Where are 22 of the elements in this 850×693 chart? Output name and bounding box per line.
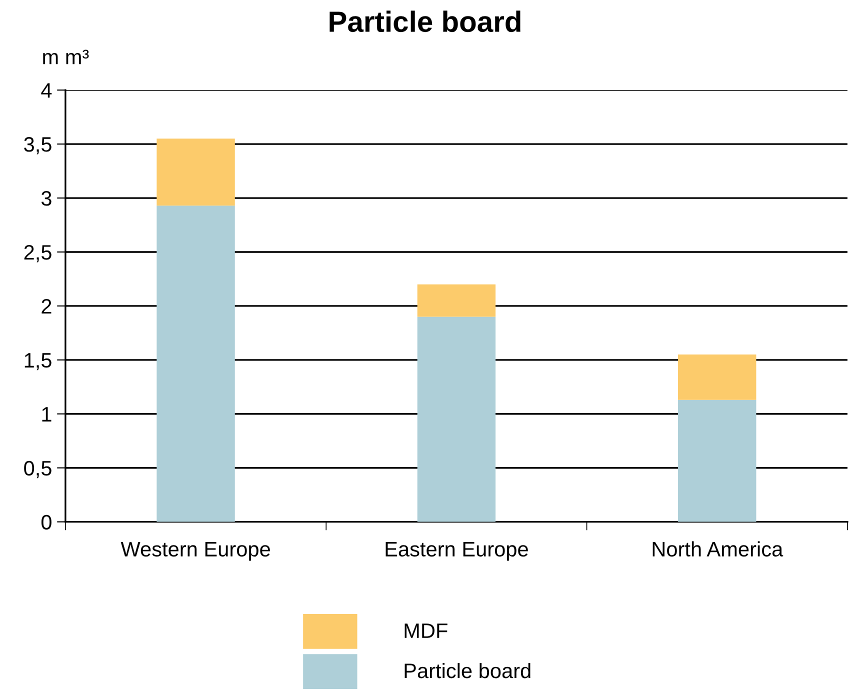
bar xyxy=(678,354,756,400)
x-tick-label: North America xyxy=(652,541,784,557)
bar xyxy=(156,138,235,206)
y-tick-label: 4 xyxy=(41,83,52,98)
y-tick-label: 0,5 xyxy=(24,460,52,478)
bar xyxy=(417,284,496,317)
y-tick-label: 2,5 xyxy=(24,244,52,262)
y-tick-label: 1,5 xyxy=(24,353,52,370)
bar xyxy=(678,400,756,522)
y-tick-label: 2 xyxy=(42,298,52,314)
legend-label: MDF xyxy=(404,624,448,638)
x-tick-label: Eastern Europe xyxy=(386,542,528,561)
chart-title: Particle board xyxy=(330,10,520,32)
legend-label: Particle board xyxy=(404,662,530,678)
x-tick-label: Western Europe xyxy=(120,542,270,561)
bar xyxy=(417,316,496,522)
y-tick-label: 3 xyxy=(41,191,52,206)
y-axis-title: m m³ xyxy=(43,50,89,64)
y-tick-label: 3,5 xyxy=(24,137,52,154)
bar xyxy=(156,206,235,522)
y-tick-label: 1 xyxy=(42,407,52,422)
y-tick-label: 0 xyxy=(41,514,52,530)
